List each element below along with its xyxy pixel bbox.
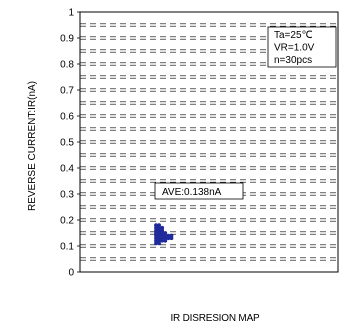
condition-temperature: Ta=25℃ — [274, 30, 313, 41]
data-point — [169, 233, 174, 238]
y-tick-label: 0.9 — [60, 34, 74, 45]
data-point — [160, 233, 165, 238]
data-point — [163, 231, 168, 235]
conditions-box: Ta=25℃ VR=1.0V n=30pcs — [267, 26, 337, 68]
data-point — [160, 231, 165, 235]
data-points — [154, 223, 174, 246]
data-point — [154, 233, 158, 238]
data-point — [163, 236, 168, 241]
data-point — [154, 225, 158, 230]
data-point — [160, 228, 165, 233]
y-tick-label: 0.8 — [60, 60, 74, 71]
data-point — [157, 236, 162, 241]
y-tick-label: 0.2 — [60, 216, 74, 227]
data-point — [154, 231, 158, 235]
y-axis-title: REVERSE CURRENT:IR(nA) — [27, 81, 38, 211]
data-point — [157, 241, 162, 246]
data-point — [169, 236, 174, 241]
y-tick-label: 0.7 — [60, 86, 74, 97]
data-point — [154, 223, 158, 228]
condition-sample-count: n=30pcs — [274, 55, 312, 66]
data-point — [163, 238, 168, 243]
data-point — [160, 225, 165, 230]
y-tick-label: 0.6 — [60, 112, 74, 123]
y-tick-label: 0.4 — [60, 164, 74, 175]
data-point — [154, 228, 158, 233]
y-tick-label: 1 — [68, 8, 74, 19]
data-point — [154, 241, 158, 246]
data-point — [157, 223, 162, 228]
condition-voltage: VR=1.0V — [274, 43, 315, 54]
data-point — [157, 225, 162, 230]
y-tick-labels: 0 0.1 0.2 0.3 0.4 0.5 0.6 0.7 0.8 0.9 1 — [60, 8, 80, 279]
data-point — [157, 228, 162, 233]
data-point — [160, 238, 165, 243]
data-point — [160, 236, 165, 241]
average-box: AVE:0.138nA — [154, 182, 244, 200]
average-label: AVE:0.138nA — [162, 187, 222, 198]
data-point — [154, 238, 158, 243]
data-point — [157, 238, 162, 243]
data-point — [166, 233, 171, 238]
data-point — [154, 236, 158, 241]
y-tick-label: 0.5 — [60, 138, 74, 149]
data-point — [163, 233, 168, 238]
y-tick-label: 0 — [68, 268, 74, 279]
x-axis-title: IR DISRESION MAP — [170, 313, 260, 324]
data-point — [157, 231, 162, 235]
data-point — [166, 236, 171, 241]
y-tick-label: 0.3 — [60, 190, 74, 201]
y-tick-label: 0.1 — [60, 242, 74, 253]
data-point — [157, 233, 162, 238]
